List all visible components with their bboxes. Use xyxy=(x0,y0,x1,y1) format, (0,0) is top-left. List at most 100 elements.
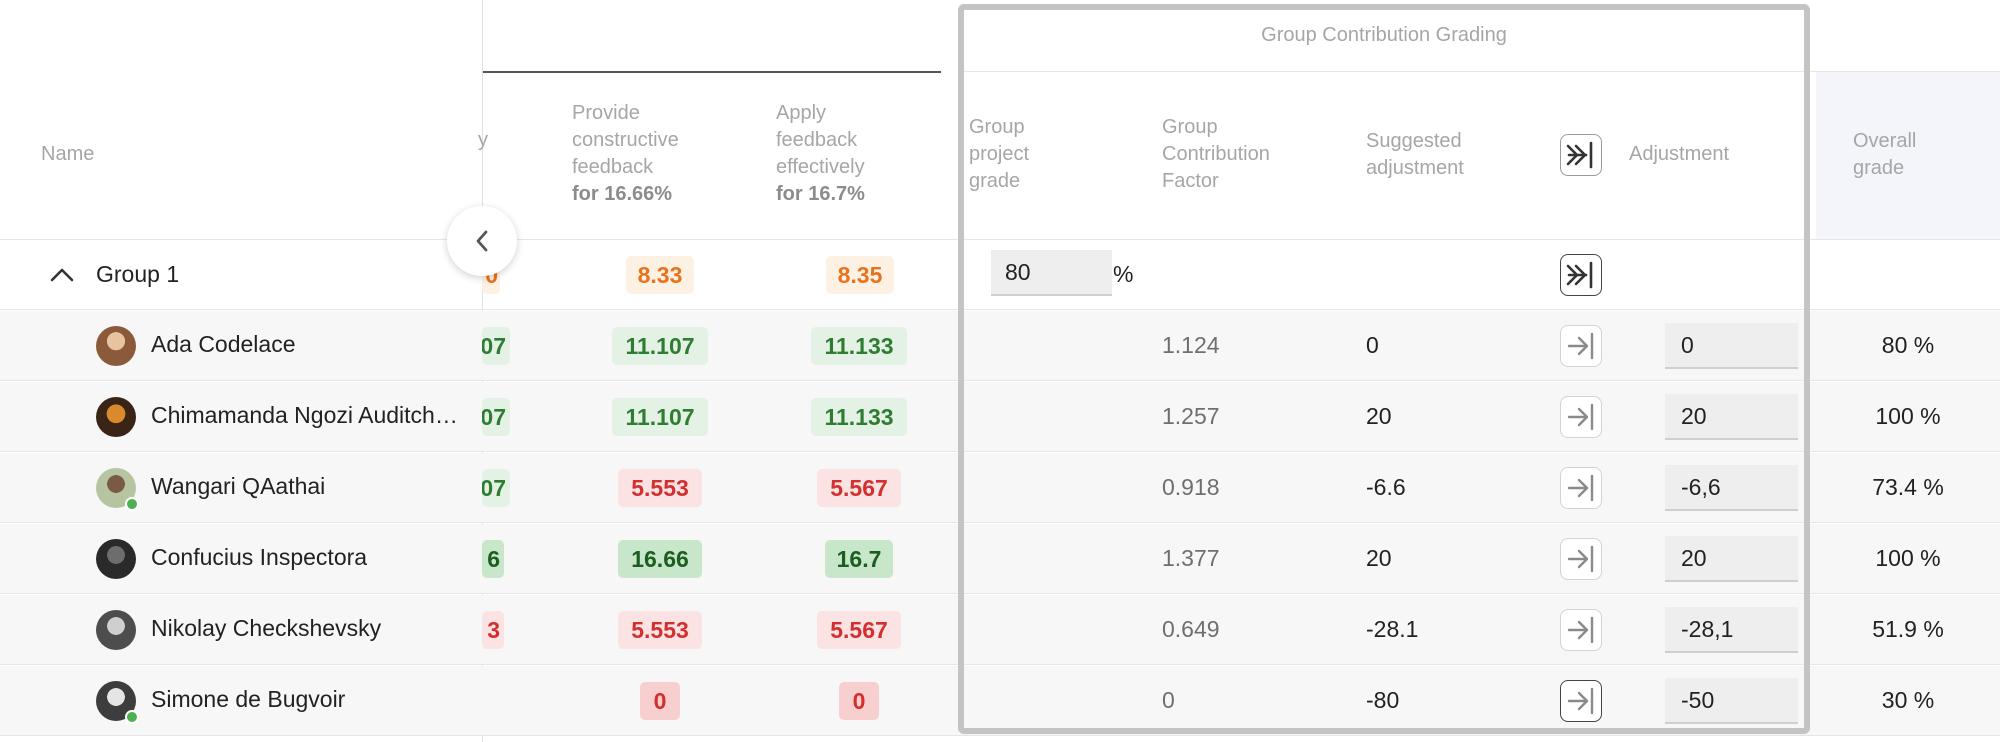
collapse-columns-button[interactable] xyxy=(447,206,517,276)
header-apply-line3: effectively xyxy=(776,156,865,178)
contribution-factor: 0.649 xyxy=(1162,616,1220,642)
apply-feedback-score: 0 xyxy=(839,682,879,720)
group-row: Group 1 0 8.33 8.35 % xyxy=(0,240,2000,310)
provide-feedback-score: 11.107 xyxy=(612,327,708,365)
apply-feedback-score: 11.133 xyxy=(811,398,907,436)
apply-suggestion-button[interactable] xyxy=(1560,396,1602,438)
adjustment-input[interactable] xyxy=(1665,678,1798,724)
apply-feedback-score: 11.133 xyxy=(811,327,907,365)
arrow-to-bar-icon xyxy=(1567,474,1594,502)
suggested-adjustment: -80 xyxy=(1366,687,1400,713)
header-project-line3: grade xyxy=(969,170,1021,192)
double-arrow-to-bar-icon xyxy=(1566,261,1593,289)
overall-grade: 30 % xyxy=(1881,687,1935,713)
overall-column-highlight xyxy=(1816,72,2000,240)
header-apply-line1: Apply xyxy=(776,102,827,124)
apply-suggestion-button[interactable] xyxy=(1560,325,1602,367)
header-project-line2: project xyxy=(969,143,1030,165)
provide-feedback-score: 0 xyxy=(640,682,680,720)
header-suggested-line1: Suggested xyxy=(1366,130,1462,152)
header-project-grade[interactable]: Group project grade xyxy=(969,114,1099,195)
overall-grade: 73.4 % xyxy=(1872,474,1944,500)
header-apply-feedback[interactable]: Apply feedback effectively for 16.7% xyxy=(776,100,916,208)
avatar xyxy=(96,397,136,437)
gcg-title: Group Contribution Grading xyxy=(1261,24,1507,46)
header-factor-line3: Factor xyxy=(1162,170,1219,192)
chevron-up-icon[interactable] xyxy=(48,265,76,285)
table-row: Simone de Bugvoir 0 0 0 -80 30 % xyxy=(0,666,2000,736)
arrow-to-bar-icon xyxy=(1567,616,1594,644)
online-status-dot xyxy=(125,497,139,511)
suggested-adjustment: 20 xyxy=(1366,403,1392,429)
apply-feedback-score: 16.7 xyxy=(825,540,893,578)
contribution-factor: 0.918 xyxy=(1162,474,1220,500)
student-name: Simone de Bugvoir xyxy=(151,686,346,712)
header-group-underline xyxy=(483,71,941,73)
adjustment-input[interactable] xyxy=(1665,536,1798,582)
suggested-adjustment: -28.1 xyxy=(1366,616,1419,642)
student-name: Wangari QAathai xyxy=(151,473,326,499)
overall-grade: 100 % xyxy=(1875,545,1941,571)
header-suggested-line2: adjustment xyxy=(1366,157,1464,179)
header-overall-line1: Overall xyxy=(1853,130,1917,152)
contribution-factor: 1.124 xyxy=(1162,332,1220,358)
contribution-factor: 1.377 xyxy=(1162,545,1220,571)
group-project-grade-input[interactable] xyxy=(991,250,1112,296)
header-apply-weight: for 16.7% xyxy=(776,183,865,205)
header-overall-line2: grade xyxy=(1853,157,1905,179)
table-row: Confucius Inspectora 6 16.66 16.7 1.377 … xyxy=(0,524,2000,594)
header-provide-line2: constructive xyxy=(572,129,679,151)
group-apply-chip: 8.35 xyxy=(826,256,894,294)
avatar xyxy=(96,326,136,366)
header-suggested-adjustment[interactable]: Suggested adjustment xyxy=(1366,128,1516,182)
arrow-to-bar-icon xyxy=(1567,332,1594,360)
avatar xyxy=(96,468,139,511)
partial-score-chip: 07 xyxy=(482,469,510,507)
adjustment-input[interactable] xyxy=(1665,394,1798,440)
adjustment-input[interactable] xyxy=(1665,607,1798,653)
header-provide-weight: for 16.66% xyxy=(572,183,673,205)
student-name: Confucius Inspectora xyxy=(151,544,368,570)
partial-score-chip: 6 xyxy=(482,540,504,578)
adjustment-input[interactable] xyxy=(1665,465,1798,511)
avatar xyxy=(96,681,139,724)
suggested-adjustment: 20 xyxy=(1366,545,1392,571)
arrow-to-bar-icon xyxy=(1567,687,1594,715)
header-provide-line1: Provide xyxy=(572,102,640,124)
partial-score-chip: 07 xyxy=(482,398,510,436)
header-name[interactable]: Name xyxy=(41,143,95,165)
provide-feedback-score: 11.107 xyxy=(612,398,708,436)
header-adjustment[interactable]: Adjustment xyxy=(1629,143,1730,165)
apply-suggestion-button[interactable] xyxy=(1560,680,1602,722)
header-factor-line2: Contribution xyxy=(1162,143,1270,165)
arrow-to-bar-icon xyxy=(1567,545,1594,573)
contribution-factor: 0 xyxy=(1162,687,1175,713)
student-name: Chimamanda Ngozi Auditch… xyxy=(151,402,458,428)
provide-feedback-score: 5.553 xyxy=(618,611,702,649)
apply-suggestion-button[interactable] xyxy=(1560,538,1602,580)
apply-all-header-button[interactable] xyxy=(1560,134,1602,176)
avatar xyxy=(96,539,136,579)
apply-suggestion-button[interactable] xyxy=(1560,467,1602,509)
overall-grade: 80 % xyxy=(1881,332,1935,358)
overall-grade: 51.9 % xyxy=(1872,616,1944,642)
table-row: Ada Codelace 07 11.107 11.133 1.124 0 80… xyxy=(0,311,2000,381)
suggested-adjustment: 0 xyxy=(1366,332,1379,358)
partial-score-chip: 3 xyxy=(482,611,504,649)
online-status-dot xyxy=(125,710,139,724)
provide-feedback-score: 16.66 xyxy=(618,540,702,578)
group-provide-chip: 8.33 xyxy=(626,256,694,294)
overall-grade: 100 % xyxy=(1875,403,1941,429)
adjustment-input[interactable] xyxy=(1665,323,1798,369)
header-contribution-factor[interactable]: Group Contribution Factor xyxy=(1162,114,1312,195)
header-overall-grade[interactable]: Overall grade xyxy=(1853,128,1973,182)
avatar-image xyxy=(96,326,136,366)
apply-all-group-button[interactable] xyxy=(1560,254,1602,296)
header-partial-column: y xyxy=(478,129,488,151)
double-arrow-to-bar-icon xyxy=(1566,141,1593,169)
header-factor-line1: Group xyxy=(1162,116,1218,138)
header-provide-feedback[interactable]: Provide constructive feedback for 16.66% xyxy=(572,100,712,208)
header-bottom-border xyxy=(0,239,2000,240)
provide-feedback-score: 5.553 xyxy=(618,469,702,507)
apply-suggestion-button[interactable] xyxy=(1560,609,1602,651)
